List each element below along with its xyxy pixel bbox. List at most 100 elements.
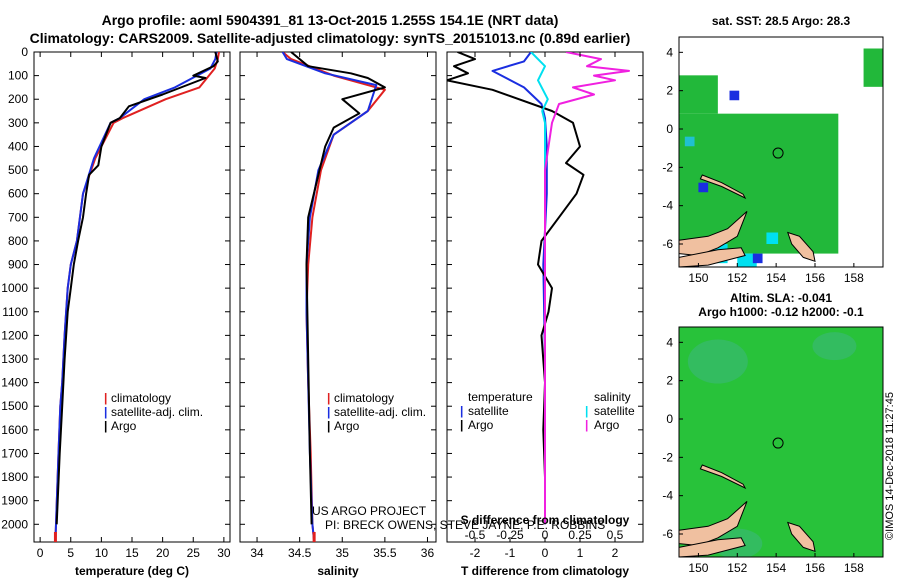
sst-map-title: sat. SST: 28.5 Argo: 28.3 — [712, 14, 851, 28]
legend-glyph-t-satellite: | — [460, 404, 463, 418]
map-y-tick-label: 0 — [666, 122, 673, 136]
map-x-tick-label: 150 — [688, 561, 708, 575]
legend-title-temperature: temperature — [468, 390, 533, 404]
salinity-xlabel: salinity — [317, 564, 359, 578]
depth-tick-label: 1800 — [1, 470, 28, 484]
x-tick-label: -2 — [470, 546, 481, 560]
map-x-tick-label: 156 — [805, 561, 825, 575]
depth-tick-label: 1500 — [1, 399, 28, 413]
x-tick-label: 10 — [95, 546, 109, 560]
map-y-tick-label: 4 — [666, 45, 673, 59]
temperature-legend: | climatology | satellite-adj. clim. | A… — [104, 391, 203, 433]
temperature-panel: 0 5 10 15 20 25 30 — [33, 51, 231, 560]
island-land — [787, 521, 816, 553]
legend-satellite: satellite-adj. clim. — [111, 405, 203, 419]
series-satellite — [54, 52, 218, 541]
s-tick-label: 0 — [542, 528, 549, 542]
map-y-tick-label: 4 — [666, 335, 673, 349]
series-argo — [447, 52, 585, 525]
legend-s-argo: Argo — [594, 418, 620, 432]
legend-glyph-s-satellite: | — [585, 404, 588, 418]
island-land — [679, 247, 746, 267]
sst-patch — [729, 90, 740, 101]
x-tick-label: 35.5 — [373, 546, 397, 560]
x-tick-label: 34 — [250, 546, 264, 560]
map-x-tick-label: 150 — [688, 271, 708, 285]
legend-climatology: climatology — [111, 391, 171, 405]
sst-patch — [737, 253, 757, 267]
sst-patch — [805, 117, 817, 129]
map-y-tick-label: -4 — [662, 489, 673, 503]
island-land — [679, 211, 748, 257]
sla-patch — [687, 339, 748, 384]
map-y-tick-label: -4 — [662, 199, 673, 213]
series-argo — [290, 52, 386, 525]
map-y-tick-label: 2 — [666, 374, 673, 388]
legend-glyph-climatology: | — [104, 391, 107, 405]
depth-tick-label: 1300 — [1, 352, 28, 366]
depth-tick-label: 900 — [8, 258, 28, 272]
s-diff-xlabel: S difference from climatology — [461, 513, 630, 527]
difference-panel: -2 -1 0 1 2 -0.5 -0.25 0 0.25 0.5 — [446, 51, 644, 560]
figure-title-line1: Argo profile: aoml 5904391_81 13-Oct-201… — [101, 12, 559, 28]
depth-tick-label: 200 — [8, 92, 28, 106]
temperature-xlabel: temperature (deg C) — [75, 564, 189, 578]
map-y-tick-label: 0 — [666, 412, 673, 426]
legend-glyph-argo: | — [327, 419, 330, 433]
depth-tick-label: 1900 — [1, 494, 28, 508]
depth-tick-label: 400 — [8, 139, 28, 153]
x-tick-label: 15 — [125, 546, 139, 560]
salinity-panel: 34 34.5 35 35.5 36 — [239, 51, 437, 560]
s-tick-label: -0.5 — [465, 528, 486, 542]
t-diff-xlabel: T difference from climatology — [461, 564, 629, 578]
depth-tick-label: 1400 — [1, 376, 28, 390]
imos-watermark: ©IMOS 14-Dec-2018 11:27:45 — [884, 392, 896, 540]
difference-legend: temperature | satellite | Argo salinity … — [460, 390, 635, 432]
depth-tick-label: 1100 — [2, 305, 28, 319]
s-tick-label: -0.25 — [496, 528, 524, 542]
legend-glyph-argo: | — [104, 419, 107, 433]
x-tick-label: 25 — [187, 546, 201, 560]
legend-t-argo: Argo — [468, 418, 494, 432]
x-tick-label: 0 — [542, 546, 549, 560]
map-x-tick-label: 152 — [727, 271, 747, 285]
legend-glyph-climatology: | — [327, 391, 330, 405]
credit-pi: PI: BRECK OWENS, STEVE JAYNE, P.E. ROBBI… — [325, 518, 605, 532]
s-tick-label: 0.25 — [568, 528, 592, 542]
depth-tick-label: 600 — [8, 187, 28, 201]
depth-tick-label: 300 — [8, 116, 28, 130]
map-x-tick-label: 158 — [844, 561, 864, 575]
legend-glyph-s-argo: | — [585, 418, 588, 432]
map-y-tick-label: -2 — [662, 160, 673, 174]
map-y-tick-label: 2 — [666, 84, 673, 98]
x-tick-label: 36 — [421, 546, 435, 560]
x-tick-label: 5 — [67, 546, 74, 560]
legend-satellite: satellite-adj. clim. — [334, 405, 426, 419]
island-land — [787, 231, 816, 263]
sla-map-title-line2: Argo h1000: -0.12 h2000: -0.1 — [698, 305, 864, 319]
depth-tick-label: 1600 — [1, 423, 28, 437]
map-y-tick-label: -2 — [662, 450, 673, 464]
depth-tick-label: 500 — [8, 163, 28, 177]
depth-tick-label: 1700 — [1, 446, 28, 460]
depth-tick-label: 100 — [8, 69, 28, 83]
x-tick-label: 1 — [577, 546, 584, 560]
legend-t-satellite: satellite — [468, 404, 509, 418]
island-land — [699, 174, 747, 200]
series-climatology — [281, 52, 386, 541]
figure-title-line2: Climatology: CARS2009. Satellite-adjuste… — [29, 30, 631, 46]
legend-glyph-satellite: | — [104, 405, 107, 419]
s-tick-label: 0.5 — [607, 528, 624, 542]
depth-tick-label: 1000 — [1, 281, 28, 295]
map-y-tick-label: -6 — [662, 237, 673, 251]
map-x-tick-label: 154 — [766, 561, 786, 575]
x-tick-label: 0 — [37, 546, 44, 560]
series-sal_argo — [544, 52, 630, 525]
depth-tick-label: 800 — [8, 234, 28, 248]
map-x-tick-label: 152 — [727, 561, 747, 575]
sst-patch — [766, 232, 779, 244]
legend-argo: Argo — [111, 419, 137, 433]
legend-s-satellite: satellite — [594, 404, 635, 418]
series-satellite — [491, 52, 548, 525]
profile-location-marker — [772, 437, 784, 449]
